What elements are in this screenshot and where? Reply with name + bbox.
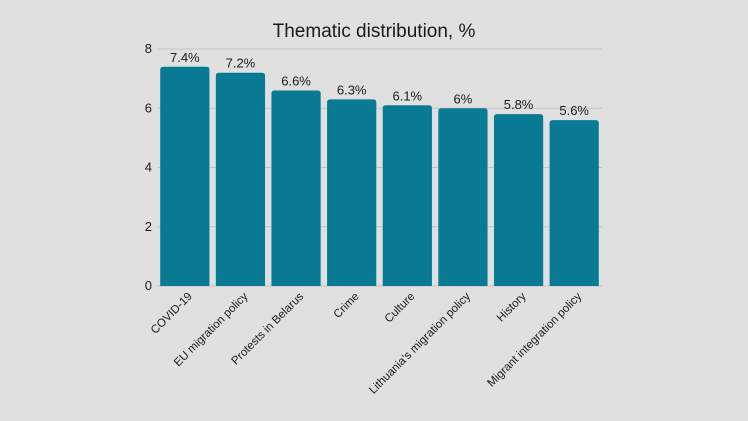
bar xyxy=(160,66,210,287)
bar xyxy=(271,90,321,286)
data-label: 7.2% xyxy=(226,56,256,71)
chart-title: Thematic distribution, % xyxy=(273,21,476,42)
data-labels: 7.4% 7.2% 6.6% 6.3% 6.1% 6% 5.8% 5.6% xyxy=(170,50,589,118)
bar xyxy=(438,108,488,286)
y-tick-label: 4 xyxy=(145,160,152,175)
y-tick-label: 0 xyxy=(145,278,152,293)
data-label: 6.3% xyxy=(337,82,367,97)
bar xyxy=(215,72,266,286)
data-label: 5.8% xyxy=(504,97,534,112)
data-label: 6.1% xyxy=(392,88,422,103)
data-label: 6% xyxy=(454,91,473,106)
x-tick-label: Lithuania's migration policy xyxy=(367,290,473,396)
x-tick-label: Culture xyxy=(383,291,418,326)
x-tick-label: COVID-19 xyxy=(149,291,195,337)
data-label: 5.6% xyxy=(559,103,589,118)
bar xyxy=(382,105,432,286)
y-axis-ticks: 0 2 4 6 8 xyxy=(145,41,152,293)
y-tick-label: 6 xyxy=(145,100,152,115)
x-tick-label: Migrant integration policy xyxy=(485,290,584,389)
data-label: 6.6% xyxy=(281,73,311,88)
bar xyxy=(493,114,544,286)
bar xyxy=(549,120,599,286)
bars xyxy=(160,66,599,287)
x-tick-label: Crime xyxy=(332,291,362,321)
bar xyxy=(327,99,377,286)
data-label: 7.4% xyxy=(170,50,200,65)
x-tick-label: History xyxy=(495,290,529,324)
y-tick-label: 2 xyxy=(145,219,152,234)
y-tick-label: 8 xyxy=(145,41,152,56)
